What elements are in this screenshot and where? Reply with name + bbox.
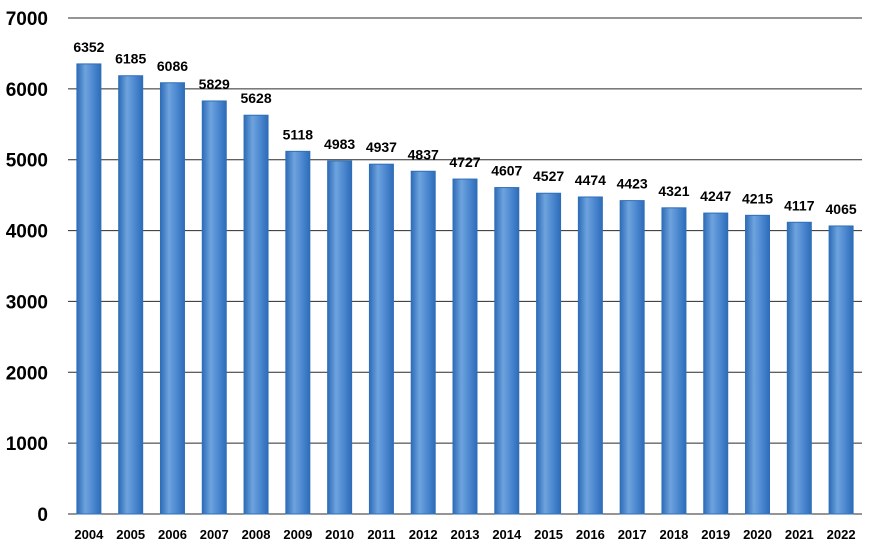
y-axis: 0 1000 2000 3000 4000 5000 6000 7000	[6, 9, 48, 526]
bar-2010	[327, 160, 353, 515]
x-tick-label-2017: 2017	[618, 527, 647, 542]
bar-2009	[285, 150, 311, 515]
y-tick-label: 4000	[6, 222, 48, 243]
bar-2008	[243, 114, 269, 515]
data-label-2004: 6352	[73, 39, 104, 55]
x-tick-label-2011: 2011	[367, 527, 395, 542]
bar-2020	[745, 214, 771, 515]
data-label-2017: 4423	[617, 176, 648, 192]
x-tick-label-2010: 2010	[325, 527, 354, 542]
x-tick-label-2004: 2004	[74, 527, 104, 542]
bars	[76, 63, 854, 515]
data-label-2019: 4247	[700, 188, 731, 204]
x-tick-label-2006: 2006	[158, 527, 187, 542]
x-tick-label-2021: 2021	[785, 527, 814, 542]
data-label-2022: 4065	[826, 201, 857, 217]
bar-2021	[786, 221, 812, 515]
data-label-2009: 5118	[283, 126, 314, 142]
data-label-2020: 4215	[742, 190, 773, 206]
x-tick-label-2009: 2009	[283, 527, 312, 542]
data-label-2008: 5628	[240, 90, 271, 106]
y-tick-label: 2000	[6, 363, 48, 384]
bar-2017	[619, 200, 645, 515]
x-tick-label-2012: 2012	[409, 527, 438, 542]
data-label-2011: 4937	[366, 139, 397, 155]
y-tick-label: 6000	[6, 80, 48, 101]
bar-2018	[661, 207, 687, 515]
data-labels: 6352 6185 6086 5829 5628 5118 4983 4937 4837 4727…	[73, 39, 857, 217]
bar-2022	[828, 225, 854, 515]
bar-2005	[118, 75, 144, 515]
data-label-2005: 6185	[115, 51, 146, 67]
y-tick-label: 5000	[6, 151, 48, 172]
y-tick-label: 0	[37, 505, 48, 526]
bar-2007	[201, 100, 227, 515]
x-tick-label-2007: 2007	[200, 527, 229, 542]
bar-2019	[703, 212, 729, 515]
x-tick-label-2019: 2019	[701, 527, 730, 542]
bar-2015	[536, 192, 562, 515]
y-tick-label: 7000	[6, 9, 48, 30]
data-label-2018: 4321	[658, 183, 689, 199]
x-tick-label-2008: 2008	[242, 527, 271, 542]
x-axis: 2004 2005 2006 2007 2008 2009 2010 2011 2012 2013…	[74, 527, 855, 542]
data-label-2014: 4607	[491, 163, 522, 179]
x-tick-label-2005: 2005	[116, 527, 145, 542]
bar-2013	[452, 178, 478, 515]
bar-2006	[159, 82, 185, 515]
bar-2004	[76, 63, 102, 515]
x-tick-label-2018: 2018	[659, 527, 688, 542]
data-label-2010: 4983	[324, 136, 355, 152]
y-tick-label: 1000	[6, 434, 48, 455]
bar-2011	[368, 163, 394, 515]
x-tick-label-2022: 2022	[827, 527, 856, 542]
x-tick-label-2016: 2016	[576, 527, 605, 542]
data-label-2006: 6086	[157, 58, 188, 74]
bar-2012	[410, 170, 436, 515]
data-label-2013: 4727	[449, 154, 480, 170]
x-tick-label-2015: 2015	[534, 527, 563, 542]
y-tick-label: 3000	[6, 292, 48, 313]
x-tick-label-2020: 2020	[743, 527, 772, 542]
x-tick-label-2013: 2013	[451, 527, 480, 542]
data-label-2012: 4837	[408, 146, 439, 162]
data-label-2015: 4527	[533, 168, 564, 184]
x-tick-label-2014: 2014	[492, 527, 522, 542]
bar-2016	[577, 196, 603, 515]
data-label-2016: 4474	[575, 172, 606, 188]
data-label-2007: 5829	[199, 76, 230, 92]
bar-2014	[494, 187, 520, 515]
data-label-2021: 4117	[784, 197, 815, 213]
